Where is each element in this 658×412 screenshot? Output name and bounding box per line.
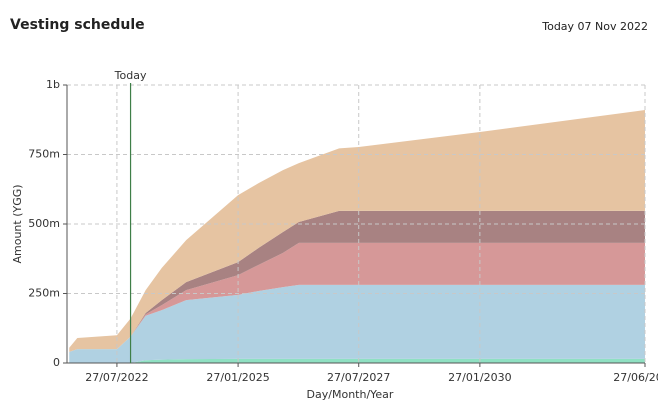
x-tick-label: 27/07/2022 [85,371,148,384]
y-tick-label: 0 [53,356,60,369]
area [69,210,645,352]
x-tick-label: 27/07/2027 [327,371,390,384]
y-tick-label: 500m [28,217,60,230]
x-tick-label: 27/01/2030 [448,371,511,384]
y-axis-title: Amount (YGG) [11,184,24,263]
x-tick-label: 27/06/2033 [613,371,658,384]
x-axis-title: Day/Month/Year [307,388,394,401]
x-tick-label: 27/01/2025 [206,371,269,384]
chart-title: Vesting schedule [10,17,145,33]
area [69,110,645,352]
y-tick-label: 1b [46,78,60,91]
y-tick-label: 750m [28,148,60,161]
y-tick-label: 250m [28,287,60,300]
area [69,358,645,363]
area [69,284,645,363]
today-label: Today [114,69,147,82]
date-label: Today 07 Nov 2022 [541,20,648,33]
area [69,242,645,352]
